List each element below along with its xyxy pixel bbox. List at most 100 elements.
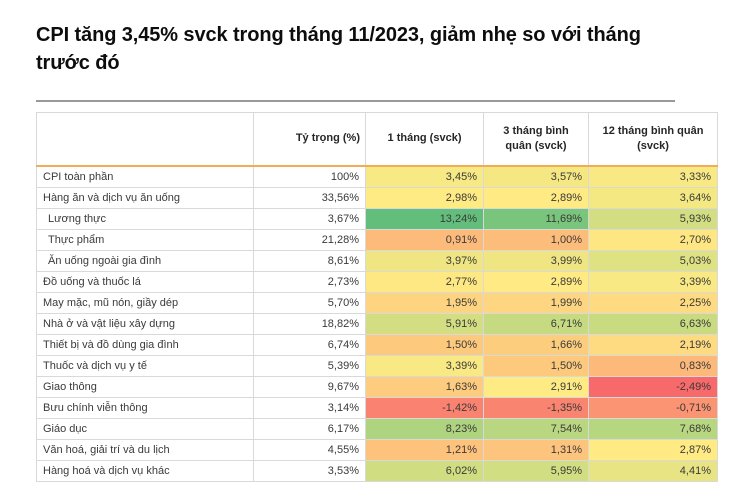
value-cell: 1,50%	[483, 355, 589, 377]
table-row: Lương thực 3,67% 13,24% 11,69% 5,93%	[36, 208, 718, 230]
value-cell: 3,99%	[483, 250, 589, 272]
table-row: Hàng ăn và dịch vụ ăn uống 33,56% 2,98% 2,8…	[36, 187, 718, 209]
row-label: Giao thông	[36, 376, 254, 398]
value-cell: 4,41%	[588, 460, 718, 482]
value-cell: -2,49%	[588, 376, 718, 398]
value-cell: 2,98%	[365, 187, 484, 209]
weight-cell: 33,56%	[253, 187, 366, 209]
weight-cell: 6,17%	[253, 418, 366, 440]
value-cell: 1,00%	[483, 229, 589, 251]
row-label: Ăn uống ngoài gia đình	[36, 250, 254, 272]
value-cell: 1,31%	[483, 439, 589, 461]
value-cell: 7,54%	[483, 418, 589, 440]
table-row: Ăn uống ngoài gia đình 8,61% 3,97% 3,99% 5,0…	[36, 250, 718, 272]
value-cell: 6,63%	[588, 313, 718, 335]
value-cell: 1,21%	[365, 439, 484, 461]
table-row: Thuốc và dịch vụ y tế 5,39% 3,39% 1,50% 0,83…	[36, 355, 718, 377]
col-header-12m-avg: 12 tháng bình quân (svck)	[588, 112, 718, 167]
row-label: CPI toàn phần	[36, 165, 254, 188]
table-row: Bưu chính viễn thông 3,14% -1,42% -1,35% -0,…	[36, 397, 718, 419]
row-label: Thiết bị và đồ dùng gia đình	[36, 334, 254, 356]
value-cell: 1,95%	[365, 292, 484, 314]
row-label: Hàng ăn và dịch vụ ăn uống	[36, 187, 254, 209]
row-label: Lương thực	[36, 208, 254, 230]
value-cell: 3,33%	[588, 165, 718, 188]
weight-cell: 8,61%	[253, 250, 366, 272]
table-header-row: Tỷ trọng (%) 1 tháng (svck) 3 tháng bình q…	[36, 112, 718, 167]
value-cell: 5,91%	[365, 313, 484, 335]
value-cell: -1,42%	[365, 397, 484, 419]
value-cell: 2,89%	[483, 187, 589, 209]
row-label: Hàng hoá và dịch vụ khác	[36, 460, 254, 482]
table-row: Giao thông 9,67% 1,63% 2,91% -2,49%	[36, 376, 718, 398]
row-label: Thuốc và dịch vụ y tế	[36, 355, 254, 377]
row-label: Thực phẩm	[36, 229, 254, 251]
value-cell: 1,66%	[483, 334, 589, 356]
table-row: Giáo dục 6,17% 8,23% 7,54% 7,68%	[36, 418, 718, 440]
value-cell: 3,64%	[588, 187, 718, 209]
value-cell: 3,39%	[365, 355, 484, 377]
value-cell: 3,39%	[588, 271, 718, 293]
value-cell: 8,23%	[365, 418, 484, 440]
value-cell: 13,24%	[365, 208, 484, 230]
value-cell: 6,71%	[483, 313, 589, 335]
weight-cell: 6,74%	[253, 334, 366, 356]
weight-cell: 2,73%	[253, 271, 366, 293]
value-cell: 2,89%	[483, 271, 589, 293]
page-title: CPI tăng 3,45% svck trong tháng 11/2023,…	[36, 24, 641, 74]
col-header-3m-avg: 3 tháng bình quân (svck)	[483, 112, 589, 167]
table-row: Thực phẩm 21,28% 0,91% 1,00% 2,70%	[36, 229, 718, 251]
value-cell: 1,99%	[483, 292, 589, 314]
table-row: Văn hoá, giải trí và du lịch 4,55% 1,21% 1,…	[36, 439, 718, 461]
weight-cell: 100%	[253, 165, 366, 188]
weight-cell: 3,53%	[253, 460, 366, 482]
row-label: Giáo dục	[36, 418, 254, 440]
value-cell: 5,95%	[483, 460, 589, 482]
row-label: Bưu chính viễn thông	[36, 397, 254, 419]
weight-cell: 3,67%	[253, 208, 366, 230]
value-cell: 2,25%	[588, 292, 718, 314]
value-cell: 7,68%	[588, 418, 718, 440]
value-cell: 1,50%	[365, 334, 484, 356]
col-header-category	[36, 112, 254, 167]
value-cell: 2,19%	[588, 334, 718, 356]
weight-cell: 4,55%	[253, 439, 366, 461]
cpi-heatmap-table: Tỷ trọng (%) 1 tháng (svck) 3 tháng bình q…	[36, 112, 718, 482]
table-row: Đồ uống và thuốc lá 2,73% 2,77% 2,89% 3,39%	[36, 271, 718, 293]
table-row: May mặc, mũ nón, giầy dép 5,70% 1,95% 1,99%…	[36, 292, 718, 314]
row-label: Văn hoá, giải trí và du lịch	[36, 439, 254, 461]
table-row: Hàng hoá và dịch vụ khác 3,53% 6,02% 5,95% 4…	[36, 460, 718, 482]
weight-cell: 18,82%	[253, 313, 366, 335]
weight-cell: 21,28%	[253, 229, 366, 251]
weight-cell: 5,39%	[253, 355, 366, 377]
value-cell: -0,71%	[588, 397, 718, 419]
value-cell: -1,35%	[483, 397, 589, 419]
value-cell: 3,57%	[483, 165, 589, 188]
value-cell: 1,63%	[365, 376, 484, 398]
value-cell: 6,02%	[365, 460, 484, 482]
value-cell: 2,91%	[483, 376, 589, 398]
table-row: Thiết bị và đồ dùng gia đình 6,74% 1,50% 1,…	[36, 334, 718, 356]
col-header-1m-svck: 1 tháng (svck)	[365, 112, 484, 167]
table-row: CPI toàn phần 100% 3,45% 3,57% 3,33%	[36, 165, 718, 188]
value-cell: 11,69%	[483, 208, 589, 230]
weight-cell: 5,70%	[253, 292, 366, 314]
value-cell: 2,87%	[588, 439, 718, 461]
row-label: Nhà ở và vật liệu xây dựng	[36, 313, 254, 335]
weight-cell: 9,67%	[253, 376, 366, 398]
value-cell: 2,70%	[588, 229, 718, 251]
weight-cell: 3,14%	[253, 397, 366, 419]
value-cell: 0,91%	[365, 229, 484, 251]
row-label: May mặc, mũ nón, giầy dép	[36, 292, 254, 314]
title-divider	[36, 100, 675, 102]
value-cell: 5,03%	[588, 250, 718, 272]
value-cell: 3,97%	[365, 250, 484, 272]
row-label: Đồ uống và thuốc lá	[36, 271, 254, 293]
value-cell: 0,83%	[588, 355, 718, 377]
value-cell: 5,93%	[588, 208, 718, 230]
value-cell: 2,77%	[365, 271, 484, 293]
col-header-weight: Tỷ trọng (%)	[253, 112, 366, 167]
value-cell: 3,45%	[365, 165, 484, 188]
table-row: Nhà ở và vật liệu xây dựng 18,82% 5,91% 6,7…	[36, 313, 718, 335]
